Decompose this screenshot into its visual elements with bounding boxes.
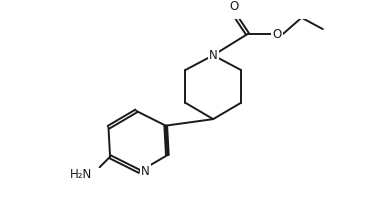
Text: N: N [141,165,150,178]
Text: N: N [209,49,218,62]
Text: H₂N: H₂N [70,168,92,181]
Text: O: O [272,28,282,41]
Text: O: O [230,0,239,13]
